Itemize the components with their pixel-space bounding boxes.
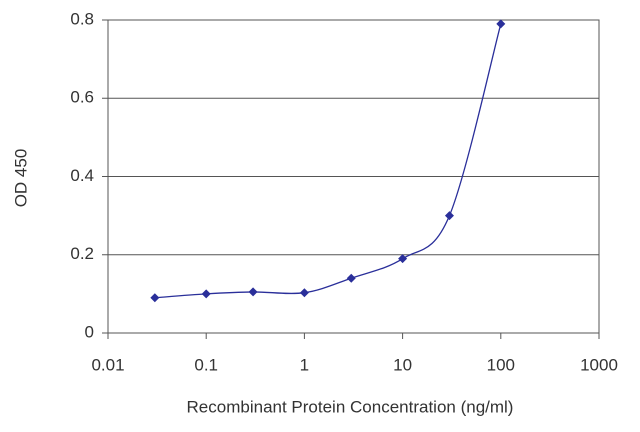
x-axis-label: Recombinant Protein Concentration (ng/ml… — [187, 397, 514, 416]
y-tick-label: 0.6 — [70, 88, 94, 107]
data-point — [496, 19, 506, 29]
data-point — [201, 289, 211, 299]
data-point — [299, 288, 309, 298]
y-tick-label: 0.8 — [70, 9, 94, 28]
series-line — [154, 23, 502, 299]
x-tick-label: 1000 — [580, 355, 618, 374]
data-point — [398, 254, 408, 264]
data-point — [444, 211, 454, 221]
y-tick-label: 0 — [85, 322, 94, 341]
y-tick-label: 0.2 — [70, 244, 94, 263]
data-point — [150, 293, 160, 303]
y-tick-label: 0.4 — [70, 166, 94, 185]
data-point — [346, 273, 356, 283]
x-tick-label: 1 — [300, 355, 309, 374]
data-point — [248, 287, 258, 297]
x-tick-label: 0.01 — [91, 355, 124, 374]
x-tick-label: 10 — [393, 355, 412, 374]
x-tick-label: 100 — [487, 355, 515, 374]
x-tick-label: 0.1 — [194, 355, 218, 374]
y-axis-label: OD 450 — [11, 149, 30, 208]
